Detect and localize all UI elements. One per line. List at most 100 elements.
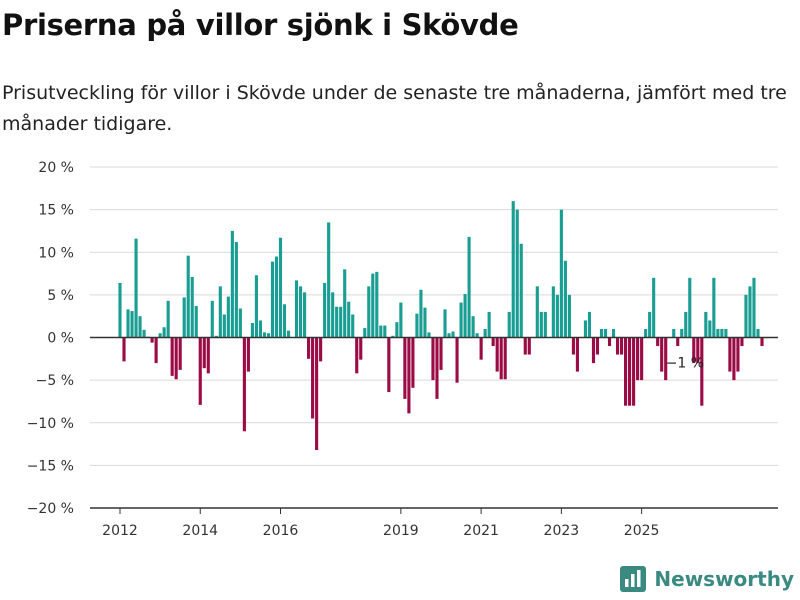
bar	[423, 307, 427, 338]
bar	[539, 311, 543, 338]
bar	[375, 271, 379, 338]
bar	[583, 320, 588, 338]
bar	[182, 297, 186, 338]
bar	[491, 337, 495, 347]
bar	[262, 332, 267, 338]
bar	[323, 282, 327, 338]
x-tick-label: 2023	[544, 523, 580, 539]
bar	[519, 243, 523, 338]
bar	[664, 337, 668, 381]
bar	[688, 277, 692, 338]
y-tick-label: −20 %	[27, 501, 74, 517]
bar	[270, 261, 275, 338]
bar	[571, 337, 575, 355]
bar	[471, 316, 475, 338]
bar-chart: 20 % 15 % 10 % 5 % 0 % −5 % −10 % −15 % −20 % 201…	[27, 160, 778, 539]
bar	[294, 280, 299, 338]
bar	[672, 328, 676, 338]
bar	[615, 337, 620, 355]
bar	[684, 311, 688, 338]
bar	[210, 300, 214, 338]
bar	[266, 333, 271, 338]
bar	[676, 337, 680, 347]
bar	[299, 286, 303, 338]
bar	[387, 337, 391, 393]
bar	[150, 337, 154, 343]
bar	[166, 300, 170, 338]
bar	[218, 286, 222, 338]
chart-title: Priserna på villor sjönk i Skövde	[2, 8, 519, 42]
bar	[603, 328, 608, 338]
bar	[411, 337, 415, 388]
bar	[319, 337, 323, 362]
bar	[748, 286, 752, 338]
bar	[724, 328, 728, 338]
x-tick-label: 2025	[624, 523, 660, 539]
bar-chart-logo-icon	[620, 566, 647, 592]
bar	[230, 230, 234, 338]
bar	[499, 337, 503, 380]
bar	[628, 337, 632, 406]
bar	[242, 337, 246, 432]
bar	[648, 311, 652, 338]
bar	[170, 337, 174, 376]
bar	[282, 304, 287, 338]
bar	[190, 276, 194, 338]
bar	[335, 306, 339, 338]
bar	[343, 269, 347, 338]
bar	[206, 337, 210, 374]
bar	[744, 294, 748, 338]
bar	[595, 337, 600, 355]
bar	[555, 294, 559, 338]
bar	[202, 337, 206, 369]
bar	[620, 337, 624, 355]
bar	[479, 337, 483, 360]
bar	[371, 273, 375, 338]
bar	[347, 301, 351, 338]
bar	[463, 294, 467, 338]
bar	[680, 328, 684, 338]
bar	[415, 313, 419, 338]
bar	[704, 311, 708, 338]
bar	[351, 314, 355, 338]
bar	[728, 337, 732, 372]
bar	[692, 337, 696, 364]
bar	[439, 337, 443, 370]
bar	[403, 337, 407, 399]
bar	[736, 337, 740, 372]
bar	[126, 309, 130, 338]
bar	[740, 337, 744, 347]
x-tick-label: 2019	[383, 523, 419, 539]
bar	[427, 332, 431, 338]
bar	[186, 255, 190, 338]
bar	[158, 333, 162, 338]
bar	[636, 337, 640, 381]
bar	[483, 328, 487, 338]
bar	[700, 337, 704, 406]
bar	[447, 333, 451, 338]
bar	[355, 337, 359, 374]
bar	[391, 335, 395, 338]
bar	[567, 294, 571, 338]
bar	[194, 305, 198, 338]
bar	[407, 337, 411, 414]
bar	[142, 329, 146, 338]
bar	[443, 309, 447, 338]
bar	[327, 222, 331, 338]
bar	[138, 316, 142, 338]
bar	[226, 296, 230, 338]
bar	[640, 337, 644, 381]
bar	[431, 337, 435, 381]
bar	[607, 337, 612, 347]
bar	[258, 320, 262, 338]
bar	[303, 292, 307, 338]
bar	[527, 337, 531, 355]
bar	[511, 201, 515, 338]
bar	[435, 337, 439, 399]
bar	[591, 337, 596, 364]
bar	[716, 328, 720, 338]
x-tick-label: 2012	[102, 523, 138, 539]
bar	[696, 337, 700, 364]
bar	[708, 320, 712, 338]
bar	[644, 328, 648, 338]
